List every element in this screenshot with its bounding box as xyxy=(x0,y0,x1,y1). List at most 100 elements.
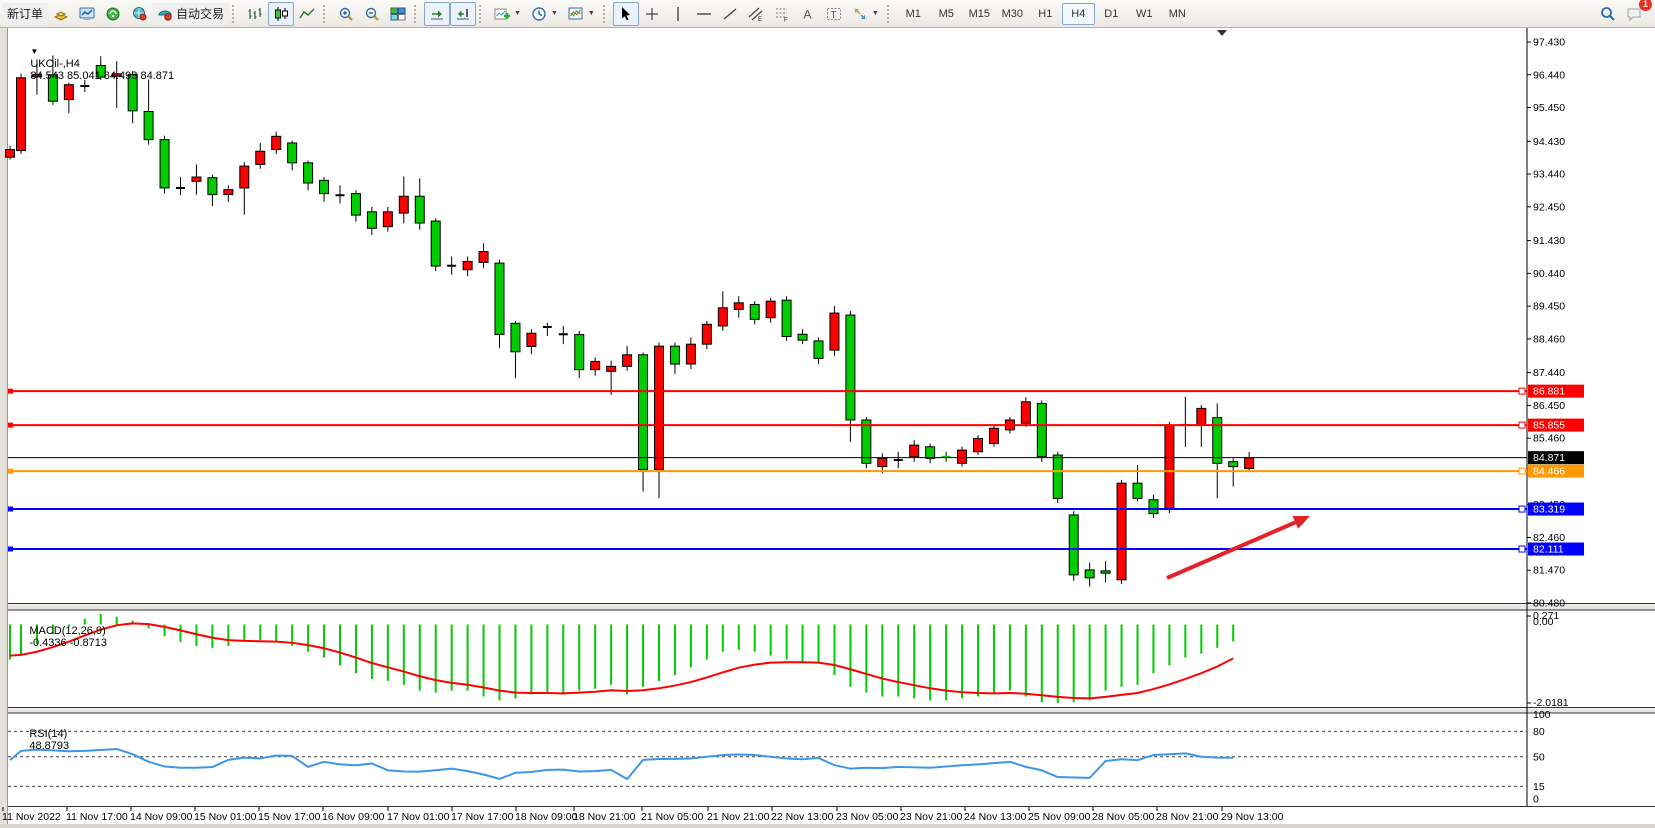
candle-body xyxy=(685,343,696,365)
rsi-scale-label: 15 xyxy=(1533,781,1545,793)
terminal-button[interactable] xyxy=(126,2,152,26)
price-tick-label: 96.440 xyxy=(1533,69,1565,81)
candle-body xyxy=(382,211,393,228)
candle-body xyxy=(271,135,282,151)
zoom-out-button[interactable] xyxy=(359,2,385,26)
candle-body xyxy=(829,312,840,351)
tab-timeframe-w1[interactable]: W1 xyxy=(1136,7,1153,20)
candle-body xyxy=(973,438,983,453)
panel-splitter[interactable] xyxy=(8,708,1655,713)
tab-timeframe-mn[interactable]: MN xyxy=(1168,7,1186,20)
hline-anchor[interactable] xyxy=(1518,421,1526,429)
channel-button[interactable]: E xyxy=(743,2,769,26)
hline-anchor[interactable] xyxy=(8,506,13,512)
chat-button[interactable]: 1 xyxy=(1621,0,1652,26)
zoom-in-button[interactable] xyxy=(333,2,359,26)
tab-timeframe-m5[interactable]: M5 xyxy=(938,7,954,20)
hline-anchor[interactable] xyxy=(1518,505,1526,513)
text-label-button[interactable]: T xyxy=(821,2,847,26)
chart-window[interactable]: 97.430 96.440 95.450 94.430 93.440 92.450 91.4… xyxy=(0,28,1655,828)
auto-scroll-button[interactable] xyxy=(424,1,451,26)
hline-anchor[interactable] xyxy=(8,546,13,552)
text-icon: A xyxy=(803,7,811,21)
chart-shift-marker[interactable] xyxy=(1217,30,1227,36)
hline-anchor[interactable] xyxy=(8,468,13,474)
toolbar-separator xyxy=(232,4,239,23)
chart-symbol-period: UKOil-,H4 xyxy=(30,58,80,70)
panel-splitter[interactable] xyxy=(8,604,1655,610)
tile-windows-button[interactable] xyxy=(385,2,411,26)
chat-icon xyxy=(1627,8,1641,21)
time-tick-label: 16 Nov 09:00 xyxy=(322,811,385,823)
cursor-button[interactable] xyxy=(612,1,639,26)
tab-timeframe-h4[interactable]: H4 xyxy=(1061,2,1095,25)
tab-timeframe-m1[interactable]: M1 xyxy=(905,7,921,20)
price-badge xyxy=(1528,542,1584,556)
candle-body xyxy=(1084,569,1095,579)
autotrading-button[interactable]: 自动交易 xyxy=(152,2,230,25)
periods-button[interactable]: ▼ xyxy=(526,2,563,26)
candle-body xyxy=(925,446,936,459)
toolbar-separator xyxy=(602,4,610,23)
time-tick-label: 17 Nov 01:00 xyxy=(387,811,450,823)
macd-signal-line xyxy=(9,622,1234,700)
svg-text:E: E xyxy=(758,17,762,22)
window-bottom-edge xyxy=(0,824,1655,828)
hline-anchor[interactable] xyxy=(1518,387,1526,395)
vertical-line-button[interactable] xyxy=(665,2,691,26)
line-chart-button[interactable] xyxy=(294,2,320,26)
rsi-name: RSI(14) xyxy=(29,728,68,740)
price-tick-label: 94.430 xyxy=(1533,136,1565,148)
price-tick-label: 80.480 xyxy=(1533,598,1565,610)
chart-canvas[interactable]: 97.430 96.440 95.450 94.430 93.440 92.450 91.4… xyxy=(0,28,1655,828)
candle-body xyxy=(717,307,728,327)
candle-body xyxy=(1036,402,1047,458)
chart-shift-button[interactable] xyxy=(450,1,477,26)
candlestick-chart-button[interactable] xyxy=(268,1,295,26)
time-tick-label: 28 Nov 21:00 xyxy=(1156,811,1219,823)
hline-anchor[interactable] xyxy=(1518,545,1526,553)
toolbar-separator xyxy=(414,4,421,23)
price-tick-label: 88.460 xyxy=(1533,333,1565,345)
symbols-button[interactable] xyxy=(48,2,74,26)
tab-timeframe-m30[interactable]: M30 xyxy=(1001,7,1023,20)
tab-timeframe-h1[interactable]: H1 xyxy=(1038,7,1053,20)
arrows-button[interactable]: ▼ xyxy=(847,2,884,26)
text-button[interactable]: A xyxy=(795,2,821,26)
candle-body xyxy=(861,419,872,464)
market-watch-button[interactable] xyxy=(74,2,100,26)
candle-body xyxy=(31,73,42,78)
price-tick-label: 89.450 xyxy=(1533,301,1565,313)
tab-timeframe-m15[interactable]: M15 xyxy=(968,7,990,20)
candle-body xyxy=(303,162,314,184)
rsi-value: 48.8793 xyxy=(29,740,70,752)
hline-anchor[interactable] xyxy=(1518,467,1526,475)
candle-body xyxy=(1164,424,1175,510)
indicators-button[interactable]: ▼ xyxy=(489,2,526,26)
new-order-button[interactable]: 新订单 xyxy=(2,2,49,25)
bar-chart-button[interactable] xyxy=(242,2,268,26)
templates-button[interactable]: ▼ xyxy=(563,2,600,26)
zoom-out-icon xyxy=(365,7,379,21)
vertical-line-icon xyxy=(677,6,679,21)
candle-body xyxy=(590,360,601,371)
rsi-indicator-label: RSI(14) 48.8793 xyxy=(11,716,69,764)
horizontal-line-button[interactable] xyxy=(691,2,717,26)
candle-body xyxy=(701,323,712,345)
hline-anchor[interactable] xyxy=(8,388,13,394)
candle-body xyxy=(1020,401,1031,424)
tab-timeframe-d1[interactable]: D1 xyxy=(1104,7,1119,20)
time-tick-label: 17 Nov 17:00 xyxy=(451,811,514,823)
trendline-icon xyxy=(723,7,737,20)
search-icon xyxy=(1601,6,1615,21)
trendline-button[interactable] xyxy=(717,2,743,26)
search-button[interactable] xyxy=(1595,2,1621,26)
fibonacci-button[interactable]: F xyxy=(769,2,795,26)
candle-body xyxy=(398,195,409,214)
arrow-annotation[interactable] xyxy=(1166,515,1310,580)
navigator-button[interactable] xyxy=(100,2,126,26)
hline-anchor[interactable] xyxy=(8,422,13,428)
crosshair-button[interactable] xyxy=(639,2,665,26)
symbol-dropdown-icon[interactable]: ▼ xyxy=(30,47,39,56)
zoom-in-icon xyxy=(339,7,353,21)
